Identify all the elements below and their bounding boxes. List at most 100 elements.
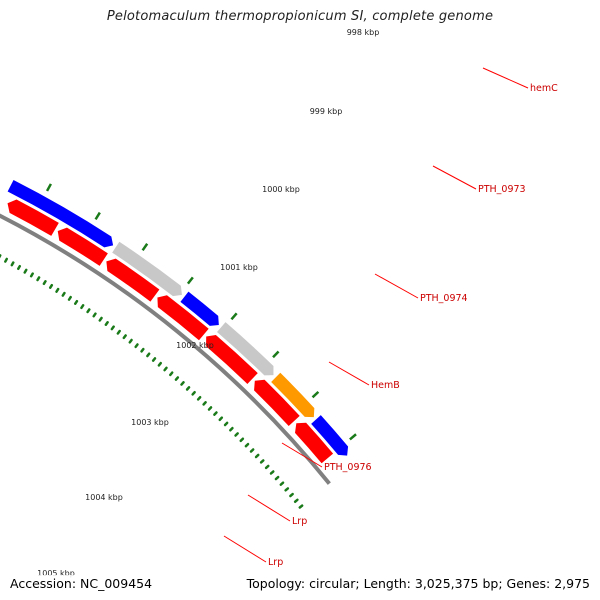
- minor-tick: [110, 325, 115, 331]
- minor-tick: [229, 426, 234, 432]
- minor-tick: [213, 411, 218, 416]
- minor-tick: [104, 321, 109, 326]
- minor-tick: [269, 470, 275, 475]
- minor-tick: [254, 453, 260, 459]
- minor-tick: [67, 295, 72, 301]
- gene-callouts: [223, 67, 529, 563]
- minor-tick: [289, 492, 294, 498]
- minor-tick: [264, 464, 270, 470]
- minor-tick: [163, 366, 168, 372]
- minor-tick: [92, 312, 97, 318]
- minor-tick: [42, 280, 47, 286]
- reverse-gene-4: [112, 241, 182, 297]
- minor-tick: [74, 299, 79, 305]
- minor-tick: [128, 338, 133, 344]
- callout-line-3: [328, 361, 370, 386]
- outer-tick: [45, 183, 52, 192]
- forward-gene-4: [106, 258, 160, 302]
- minor-tick: [298, 504, 304, 509]
- minor-tick: [10, 261, 15, 267]
- outer-tick: [141, 243, 149, 252]
- ruler-label-999: 999 kbp: [310, 107, 343, 116]
- ruler-label-998: 998 kbp: [347, 28, 380, 37]
- minor-tick: [4, 257, 9, 263]
- minor-tick: [23, 268, 28, 274]
- accession-label: Accession: NC_009454: [6, 575, 157, 592]
- minor-tick: [180, 381, 185, 386]
- outer-tick: [311, 390, 320, 399]
- minor-tick: [80, 304, 85, 310]
- reverse-gene-5: [7, 179, 114, 248]
- gene-label-pth0973: PTH_0973: [478, 184, 526, 195]
- minor-tick: [191, 390, 196, 396]
- minor-tick: [284, 487, 290, 492]
- gene-label-hemC: hemC: [530, 83, 558, 94]
- minor-tick: [274, 475, 280, 481]
- topology-label: Topology: circular; Length: 3,025,375 bp…: [242, 575, 594, 592]
- ruler-label-1005: 1005 kbp: [37, 569, 75, 578]
- ruler-ticks: [0, 183, 357, 509]
- callout-line-4: [281, 442, 323, 468]
- minor-tick: [293, 498, 299, 503]
- reverse-gene-1: [271, 372, 315, 418]
- ruler-label-1001: 1001 kbp: [220, 263, 258, 272]
- gene-label-pth0976: PTH_0976: [324, 462, 372, 473]
- minor-tick: [61, 291, 66, 297]
- outer-tick: [349, 433, 357, 441]
- forward-gene-5: [57, 227, 108, 266]
- ruler-label-1004: 1004 kbp: [85, 493, 123, 502]
- callout-line-6: [223, 535, 267, 563]
- minor-tick: [55, 287, 60, 293]
- reverse-gene-0: [311, 415, 349, 456]
- minor-tick: [122, 334, 127, 340]
- minor-tick: [279, 481, 285, 486]
- forward-gene-2: [206, 334, 258, 384]
- outer-tick: [186, 276, 194, 285]
- forward-gene-3: [157, 295, 209, 341]
- minor-tick: [239, 437, 245, 443]
- gene-label-pth0974: PTH_0974: [420, 293, 468, 304]
- gene-label-lrp-1: Lrp: [292, 516, 307, 527]
- minor-tick: [36, 276, 41, 282]
- minor-tick: [234, 432, 239, 437]
- callout-line-0: [482, 67, 529, 89]
- outer-tick: [272, 350, 280, 359]
- outer-tick: [230, 312, 238, 321]
- minor-tick: [218, 416, 224, 422]
- minor-tick: [223, 421, 229, 427]
- forward-gene-1: [254, 379, 300, 427]
- callout-line-2: [374, 273, 419, 299]
- minor-tick: [249, 448, 255, 453]
- minor-tick: [17, 264, 22, 271]
- minor-tick: [86, 308, 91, 314]
- map-title: Pelotomaculum thermopropionicum SI, comp…: [106, 9, 494, 24]
- ruler-label-1003: 1003 kbp: [131, 418, 169, 427]
- gene-label-hemB: HemB: [371, 380, 400, 391]
- reverse-gene-3: [180, 291, 219, 326]
- outer-tick: [94, 211, 101, 221]
- minor-tick: [48, 283, 54, 289]
- forward-gene-0: [295, 422, 334, 464]
- minor-tick: [140, 347, 145, 353]
- minor-tick: [146, 352, 151, 358]
- minor-tick: [207, 406, 213, 411]
- minor-tick: [29, 272, 34, 278]
- ruler-label-1002: 1002 kbp: [176, 341, 214, 350]
- minor-tick: [259, 459, 265, 464]
- minor-tick: [244, 442, 250, 448]
- forward-track: [7, 199, 334, 464]
- forward-gene-6: [7, 199, 59, 236]
- reverse-gene-2: [217, 322, 274, 376]
- minor-tick: [134, 343, 139, 349]
- ruler-label-1000: 1000 kbp: [262, 185, 300, 194]
- callout-line-5: [247, 494, 291, 522]
- minor-tick: [151, 357, 157, 362]
- gene-label-lrp-2: Lrp: [268, 557, 283, 568]
- minor-tick: [174, 376, 180, 381]
- callout-line-1: [432, 165, 477, 190]
- minor-tick: [116, 329, 121, 335]
- minor-tick: [196, 395, 202, 401]
- backbone-group: [0, 213, 331, 485]
- backbone-line: [0, 213, 331, 485]
